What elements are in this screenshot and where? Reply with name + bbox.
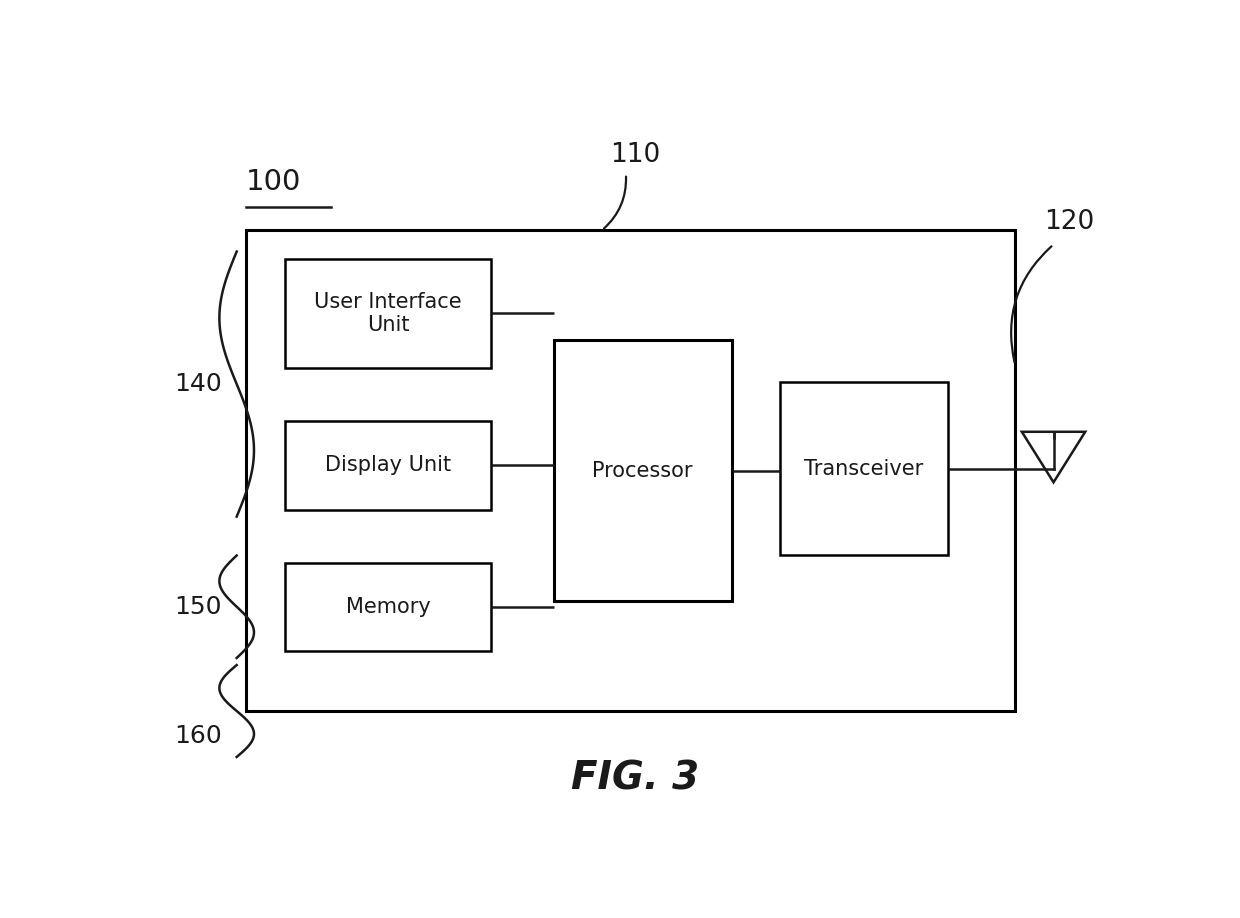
Text: Display Unit: Display Unit [325, 455, 451, 476]
Text: 100: 100 [247, 168, 301, 196]
FancyArrowPatch shape [604, 176, 626, 229]
Bar [554, 340, 732, 601]
Text: 150: 150 [175, 595, 222, 619]
Text: Transceiver: Transceiver [804, 459, 924, 479]
Text: 110: 110 [610, 142, 661, 168]
FancyArrowPatch shape [1011, 246, 1052, 363]
Text: Memory: Memory [346, 597, 430, 617]
Text: User Interface
Unit: User Interface Unit [314, 292, 461, 335]
Bar [285, 421, 491, 509]
Text: Processor: Processor [593, 461, 693, 481]
Bar [780, 382, 947, 555]
Polygon shape [1022, 431, 1085, 482]
Text: 160: 160 [175, 723, 222, 748]
Bar [285, 563, 491, 651]
Text: 120: 120 [1044, 209, 1094, 235]
Bar [247, 230, 1016, 711]
Text: FIG. 3: FIG. 3 [572, 759, 699, 797]
Text: 140: 140 [175, 372, 222, 396]
Bar [285, 259, 491, 368]
